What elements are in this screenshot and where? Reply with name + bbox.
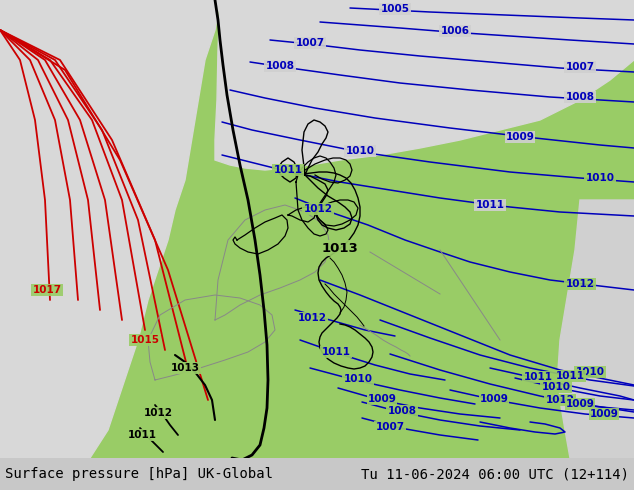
Text: Surface pressure [hPa] UK-Global: Surface pressure [hPa] UK-Global <box>5 467 273 481</box>
Text: 1008: 1008 <box>387 406 417 416</box>
Text: 1012: 1012 <box>297 313 327 323</box>
Text: 1011: 1011 <box>273 165 302 175</box>
Polygon shape <box>215 0 634 170</box>
Text: 1012: 1012 <box>566 279 595 289</box>
Text: 1009: 1009 <box>590 409 618 419</box>
Text: 1009: 1009 <box>566 399 595 409</box>
Text: 1010: 1010 <box>586 173 614 183</box>
Text: 1011: 1011 <box>321 347 351 357</box>
Text: Tu 11-06-2024 06:00 UTC (12+114): Tu 11-06-2024 06:00 UTC (12+114) <box>361 467 629 481</box>
Text: 1009: 1009 <box>479 394 508 404</box>
Text: 1007: 1007 <box>295 38 325 48</box>
Text: 1009: 1009 <box>505 132 534 142</box>
Text: 1006: 1006 <box>441 26 470 36</box>
Text: 1009: 1009 <box>368 394 396 404</box>
Text: 1011: 1011 <box>476 200 505 210</box>
Text: 1010: 1010 <box>541 382 571 392</box>
Text: 1015: 1015 <box>131 335 160 345</box>
Text: 1011: 1011 <box>555 371 585 381</box>
Text: 1013: 1013 <box>321 242 358 254</box>
Text: 1010: 1010 <box>346 146 375 156</box>
Text: 1013: 1013 <box>171 363 200 373</box>
Text: 1007: 1007 <box>375 422 404 432</box>
Text: 1012: 1012 <box>304 204 332 214</box>
Text: 1017: 1017 <box>32 285 61 295</box>
Text: 1008: 1008 <box>566 92 595 102</box>
Text: 1010: 1010 <box>576 367 604 377</box>
Text: 1007: 1007 <box>566 62 595 72</box>
Polygon shape <box>0 0 220 458</box>
Text: 1008: 1008 <box>266 61 295 71</box>
Text: 1012: 1012 <box>143 408 172 418</box>
Text: 1005: 1005 <box>380 4 410 14</box>
Text: 1012: 1012 <box>545 395 574 405</box>
Text: 1010: 1010 <box>344 374 373 384</box>
Text: 1011: 1011 <box>524 372 552 382</box>
Text: 1011: 1011 <box>127 430 157 440</box>
Polygon shape <box>558 200 634 458</box>
